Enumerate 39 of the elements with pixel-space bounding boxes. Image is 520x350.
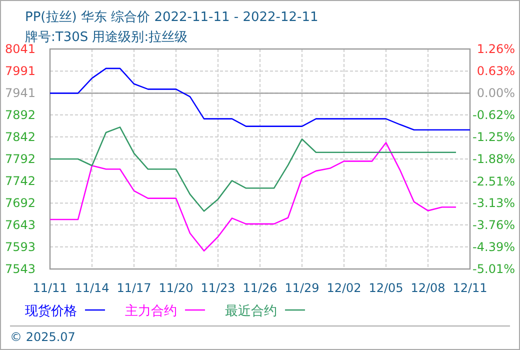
x-tick-label: 12/08 [410,281,446,295]
title: PP(拉丝) 华东 综合价 2022-11-11 - 2022-12-11 [25,10,318,25]
text: © 2025.07 [10,330,76,344]
y2-tick-label: 0.63% [476,64,515,78]
legend-label: 最近合约 [225,304,277,319]
y-tick-label: 7643 [5,218,36,232]
y-tick-label: 8041 [5,42,36,56]
y2-tick-label: -3.13% [472,196,515,210]
y-tick-label: 7543 [5,262,36,276]
y-tick-label: 7692 [5,196,36,210]
y-tick-label: 7991 [5,64,36,78]
x-tick-label: 11/20 [158,281,194,295]
y-tick-label: 7742 [5,174,36,188]
x-tick-label: 12/02 [326,281,362,295]
y-tick-label: 7892 [5,108,36,122]
x-tick-label: 11/14 [74,281,110,295]
y-tick-label: 7593 [5,240,36,254]
x-tick-label: 11/23 [200,281,236,295]
x-tick-label: 11/29 [284,281,320,295]
y2-tick-label: -1.25% [472,130,515,144]
y-tick-label: 7842 [5,130,36,144]
x-tick-label: 11/11 [32,281,68,295]
x-tick-label: 11/17 [116,281,152,295]
y2-tick-label: -1.88% [472,152,515,166]
y2-tick-label: -2.51% [472,174,515,188]
x-tick-label: 11/26 [242,281,278,295]
y2-tick-label: -0.62% [472,108,515,122]
x-tick-label: 12/11 [452,281,488,295]
x-tick-label: 12/05 [368,281,404,295]
y2-tick-label: 1.26% [476,42,515,56]
y-tick-label: 7792 [5,152,36,166]
y2-tick-label: -4.39% [472,240,515,254]
y2-tick-label: 0.00% [476,86,515,100]
legend-label: 主力合约 [125,303,177,319]
y2-tick-label: -5.01% [472,262,515,276]
y2-tick-label: -3.76% [472,218,515,232]
y-tick-label: 7941 [5,86,36,100]
subtitle: 牌号:T30S 用途级别:拉丝级 [25,30,188,45]
legend-label: 现货价格 [25,304,77,319]
